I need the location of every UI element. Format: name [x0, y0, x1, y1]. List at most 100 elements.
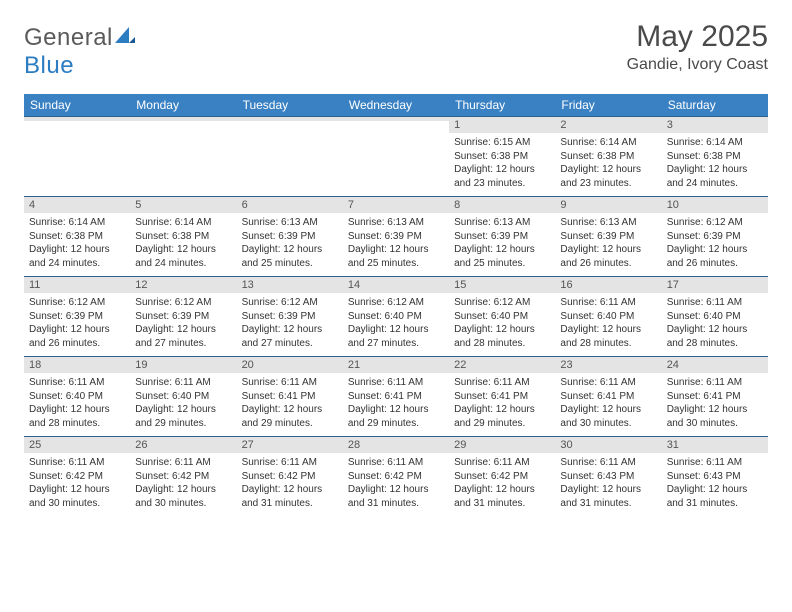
daylight-line: Daylight: 12 hours and 31 minutes.: [348, 484, 429, 509]
day-number: 16: [555, 277, 661, 293]
day-cell-top: 2: [555, 117, 661, 134]
day-number: 24: [662, 357, 768, 373]
day-cell-body: Sunrise: 6:11 AMSunset: 6:41 PMDaylight:…: [555, 373, 661, 437]
sunrise-line: Sunrise: 6:11 AM: [29, 377, 104, 388]
sunset-line: Sunset: 6:40 PM: [348, 311, 422, 322]
day-number: 22: [449, 357, 555, 373]
day-cell-top: 25: [24, 437, 130, 454]
day-cell-top: [343, 117, 449, 134]
sunrise-line: Sunrise: 6:12 AM: [454, 297, 530, 308]
day-number: [237, 117, 343, 121]
day-cell-top: [130, 117, 236, 134]
header-row: GeneralBlue May 2025 Gandie, Ivory Coast: [24, 20, 768, 80]
sail-icon: [115, 24, 135, 52]
sunset-line: Sunset: 6:39 PM: [454, 231, 528, 242]
day-details: Sunrise: 6:14 AMSunset: 6:38 PMDaylight:…: [555, 133, 661, 196]
day-number: 31: [662, 437, 768, 453]
day-cell-top: 15: [449, 277, 555, 294]
day-body-row: Sunrise: 6:14 AMSunset: 6:38 PMDaylight:…: [24, 213, 768, 277]
sunrise-line: Sunrise: 6:11 AM: [348, 457, 423, 468]
daylight-line: Daylight: 12 hours and 29 minutes.: [454, 404, 535, 429]
sunset-line: Sunset: 6:38 PM: [454, 151, 528, 162]
day-cell-body: Sunrise: 6:12 AMSunset: 6:39 PMDaylight:…: [24, 293, 130, 357]
day-number: 11: [24, 277, 130, 293]
sunrise-line: Sunrise: 6:13 AM: [454, 217, 530, 228]
day-cell-top: 9: [555, 197, 661, 214]
daylight-line: Daylight: 12 hours and 28 minutes.: [29, 404, 110, 429]
title-block: May 2025 Gandie, Ivory Coast: [627, 20, 768, 74]
day-body-row: Sunrise: 6:12 AM Sunset: 6:39 PM Daylight:…: [24, 293, 768, 357]
sunrise-line: Sunrise: 6:11 AM: [560, 457, 635, 468]
sunset-line: Sunset: 6:43 PM: [667, 471, 741, 482]
day-cell-top: 26: [130, 437, 236, 454]
day-number: 30: [555, 437, 661, 453]
daylight-line: Daylight: 12 hours and 25 minutes.: [348, 244, 429, 269]
day-details: Sunrise: 6:11 AMSunset: 6:40 PMDaylight:…: [662, 293, 768, 356]
day-cell-top: 31: [662, 437, 768, 454]
day-details: Sunrise: 6:11 AMSunset: 6:41 PMDaylight:…: [237, 373, 343, 436]
daylight-line: Daylight: 12 hours and 29 minutes.: [348, 404, 429, 429]
daylight-line: Daylight: 12 hours and 26 minutes.: [29, 324, 110, 349]
sunrise-line: Sunrise: 6:13 AM: [560, 217, 636, 228]
sunrise-line: Sunrise: 6:11 AM: [135, 377, 210, 388]
day-body-row: Sunrise: 6:11 AM Sunset: 6:40 PM Daylight:…: [24, 373, 768, 437]
day-number-row: 11121314151617: [24, 277, 768, 294]
daylight-line: Daylight: 12 hours and 31 minutes.: [667, 484, 748, 509]
day-cell-body: Sunrise: 6:12 AMSunset: 6:39 PMDaylight:…: [130, 293, 236, 357]
sunset-line: Sunset: 6:39 PM: [29, 311, 103, 322]
day-cell-top: 28: [343, 437, 449, 454]
day-details: Sunrise: 6:14 AMSunset: 6:38 PMDaylight:…: [130, 213, 236, 276]
day-body-row: Sunrise: 6:15 AMSunset: 6:38 PMDaylight:…: [24, 133, 768, 197]
sunset-line: Sunset: 6:39 PM: [242, 311, 316, 322]
day-number: [24, 117, 130, 121]
sunrise-line: Sunrise: 6:12 AM: [348, 297, 424, 308]
day-cell-body: Sunrise: 6:11 AM Sunset: 6:42 PM Daylight:…: [343, 453, 449, 516]
sunset-line: Sunset: 6:42 PM: [242, 471, 316, 482]
sunset-line: Sunset: 6:39 PM: [348, 231, 422, 242]
day-cell-body: [130, 133, 236, 197]
sunset-line: Sunset: 6:41 PM: [348, 391, 422, 402]
day-cell-top: 6: [237, 197, 343, 214]
day-number: 23: [555, 357, 661, 373]
day-number: 18: [24, 357, 130, 373]
day-cell-body: Sunrise: 6:12 AMSunset: 6:40 PMDaylight:…: [449, 293, 555, 357]
day-number-row: 25262728293031: [24, 437, 768, 454]
weekday-header: Friday: [555, 94, 661, 117]
day-details: [24, 133, 130, 195]
sunset-line: Sunset: 6:41 PM: [667, 391, 741, 402]
day-cell-body: Sunrise: 6:13 AMSunset: 6:39 PMDaylight:…: [555, 213, 661, 277]
day-cell-top: 30: [555, 437, 661, 454]
daylight-line: Daylight: 12 hours and 26 minutes.: [667, 244, 748, 269]
day-number: 28: [343, 437, 449, 453]
day-cell-body: Sunrise: 6:14 AMSunset: 6:38 PMDaylight:…: [130, 213, 236, 277]
day-number: 1: [449, 117, 555, 133]
day-number: [130, 117, 236, 121]
day-number: 26: [130, 437, 236, 453]
day-details: Sunrise: 6:11 AMSunset: 6:43 PMDaylight:…: [662, 453, 768, 516]
day-number: 13: [237, 277, 343, 293]
day-details: Sunrise: 6:11 AMSunset: 6:43 PMDaylight:…: [555, 453, 661, 516]
sunset-line: Sunset: 6:39 PM: [135, 311, 209, 322]
daylight-line: Daylight: 12 hours and 26 minutes.: [560, 244, 641, 269]
brand-text: GeneralBlue: [24, 24, 135, 80]
sunrise-line: Sunrise: 6:11 AM: [348, 377, 423, 388]
day-cell-body: Sunrise: 6:11 AMSunset: 6:42 PMDaylight:…: [237, 453, 343, 516]
month-title: May 2025: [627, 20, 768, 54]
day-number-row: 123: [24, 117, 768, 134]
sunset-line: Sunset: 6:40 PM: [667, 311, 741, 322]
daylight-line: Daylight: 12 hours and 30 minutes.: [135, 484, 216, 509]
day-cell-top: 27: [237, 437, 343, 454]
day-number: 20: [237, 357, 343, 373]
sunset-line: Sunset: 6:40 PM: [29, 391, 103, 402]
day-cell-body: Sunrise: 6:12 AMSunset: 6:39 PMDaylight:…: [237, 293, 343, 357]
sunset-line: Sunset: 6:38 PM: [560, 151, 634, 162]
sunrise-line: Sunrise: 6:14 AM: [135, 217, 211, 228]
day-cell-top: [237, 117, 343, 134]
sunset-line: Sunset: 6:41 PM: [560, 391, 634, 402]
sunrise-line: Sunrise: 6:13 AM: [348, 217, 424, 228]
sunset-line: Sunset: 6:42 PM: [348, 471, 422, 482]
day-details: Sunrise: 6:11 AM Sunset: 6:40 PM Daylight:…: [24, 373, 130, 436]
daylight-line: Daylight: 12 hours and 30 minutes.: [29, 484, 110, 509]
sunrise-line: Sunrise: 6:12 AM: [135, 297, 211, 308]
sunrise-line: Sunrise: 6:12 AM: [242, 297, 318, 308]
